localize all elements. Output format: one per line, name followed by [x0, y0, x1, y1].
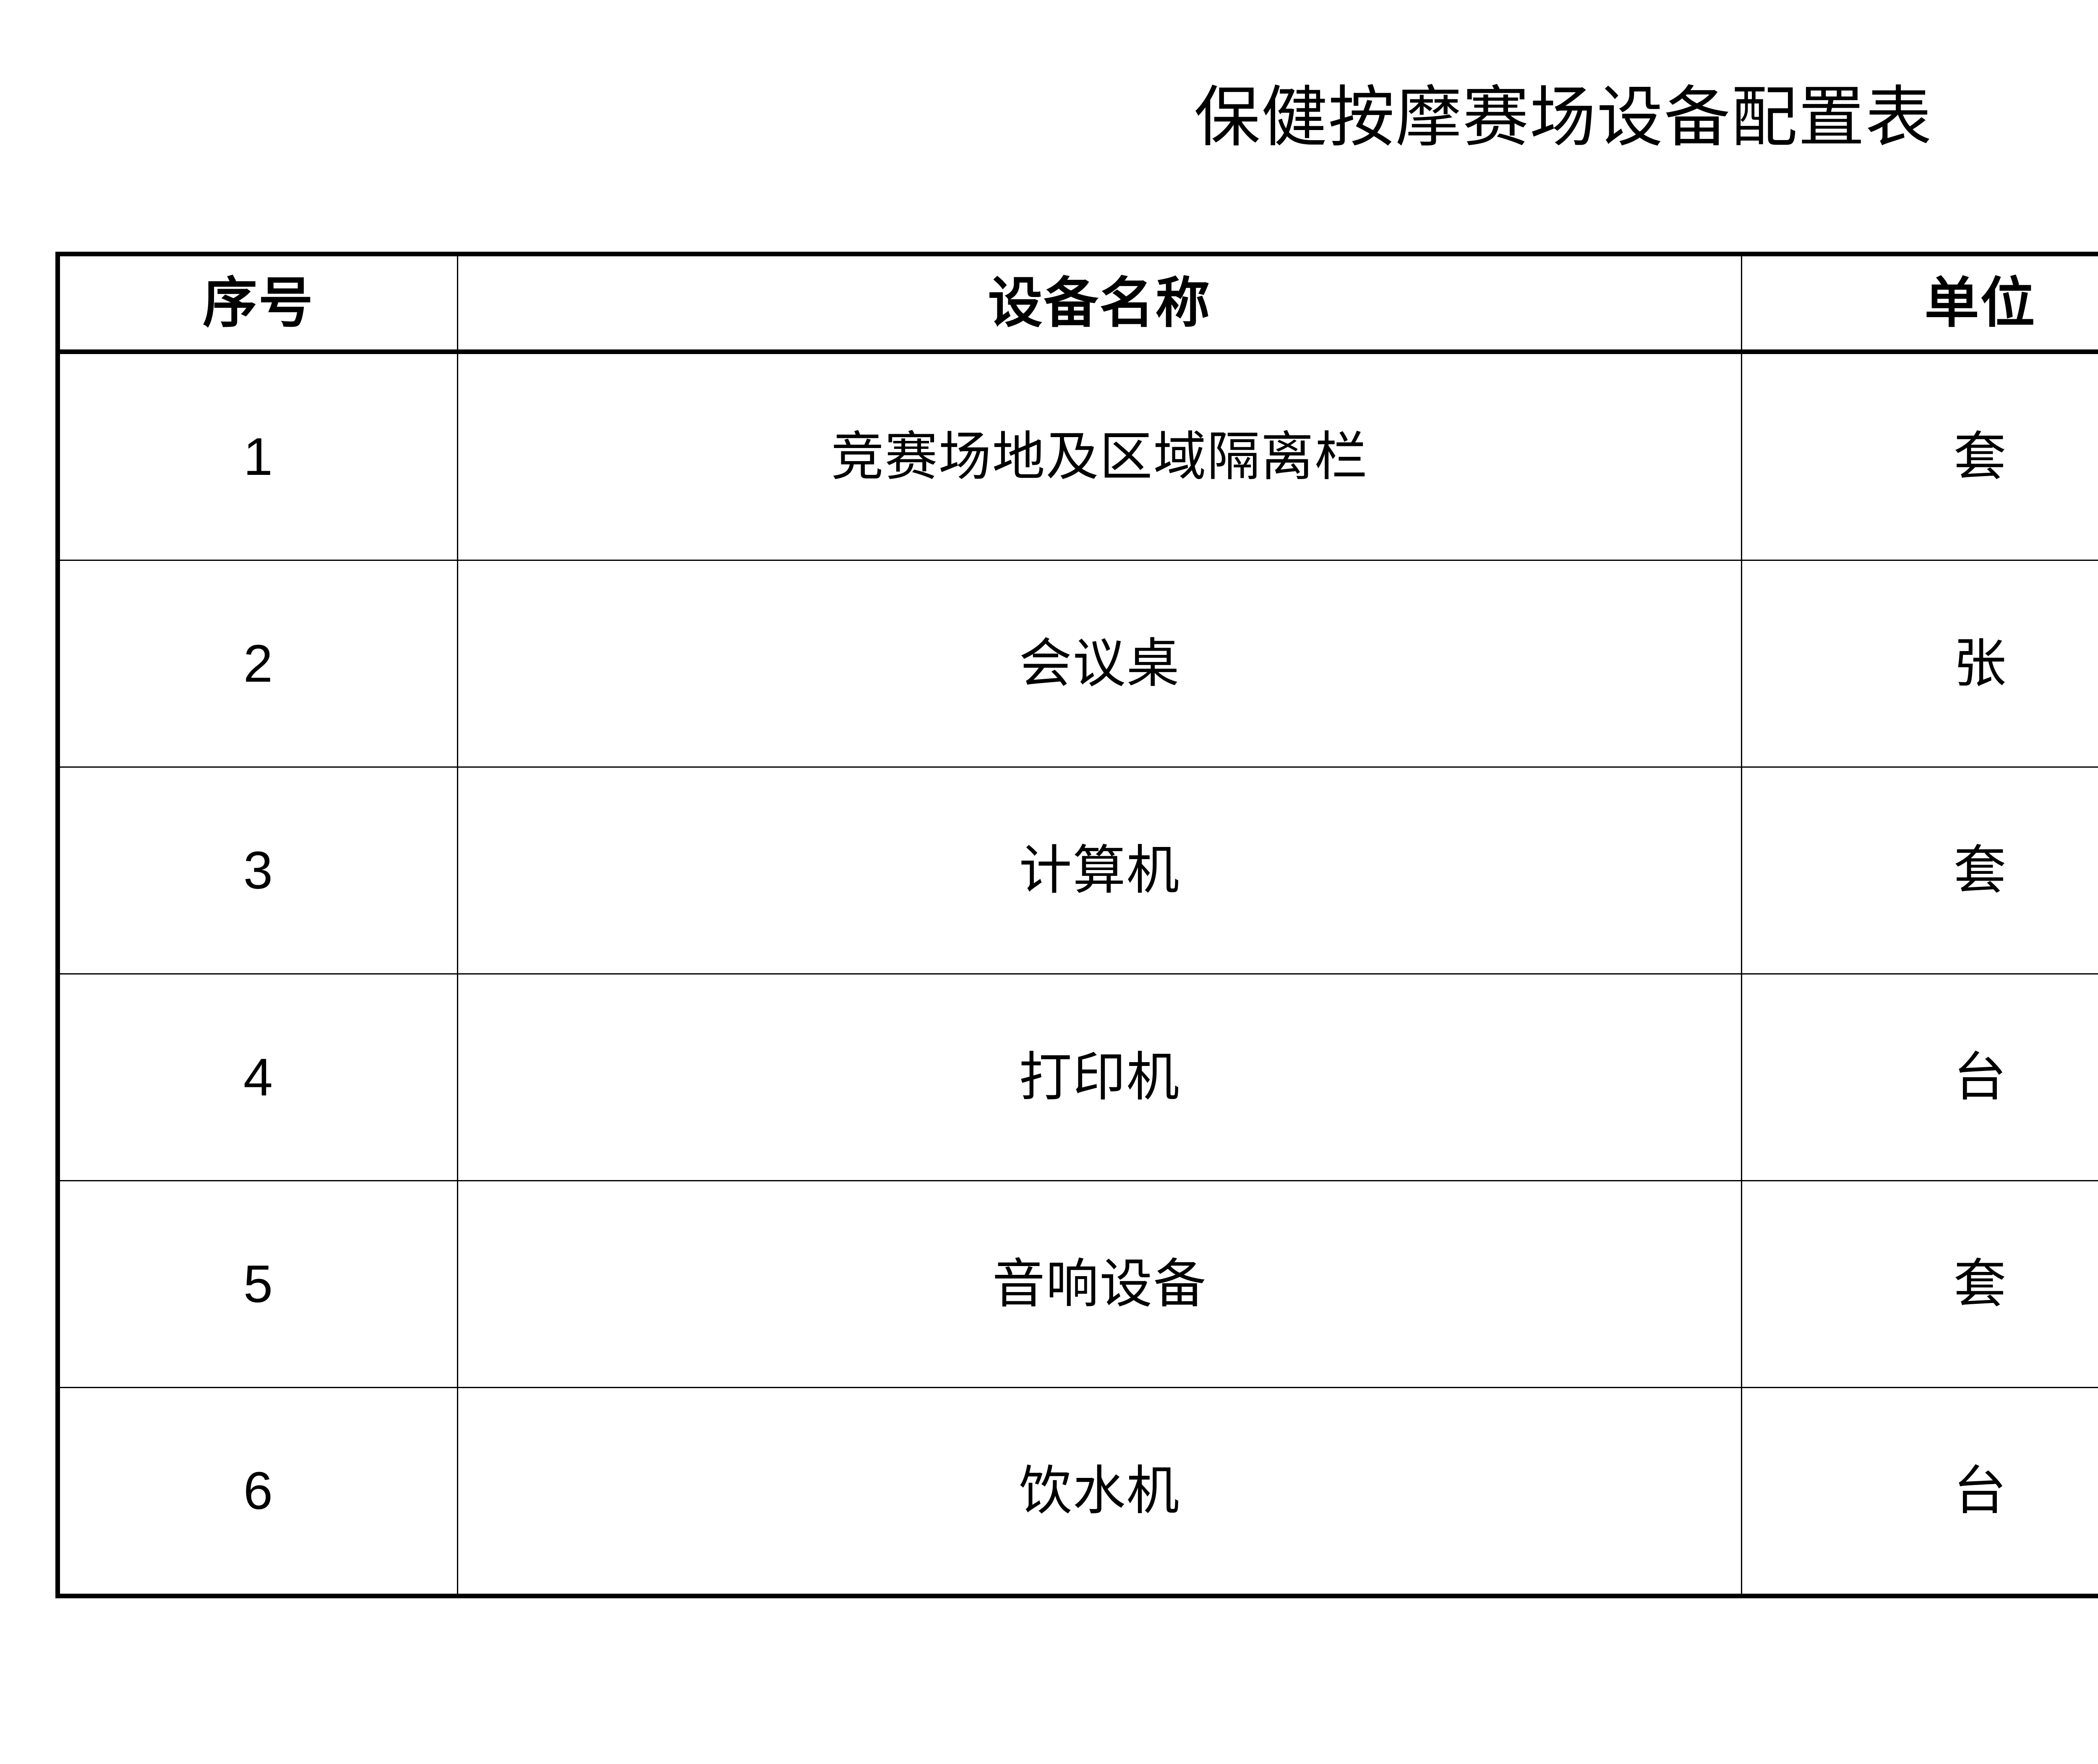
cell-seq: 6 [55, 1387, 458, 1598]
table-row: 6 饮水机 台 1 [55, 1387, 2098, 1598]
table-row: 3 计算机 套 1 [55, 766, 2098, 974]
column-header-unit: 单位 [1741, 252, 2098, 354]
cell-name: 会议桌 [457, 560, 1742, 768]
cell-name: 打印机 [457, 973, 1742, 1181]
cell-name: 计算机 [457, 766, 1742, 974]
cell-unit: 台 [1741, 1387, 2098, 1598]
cell-unit: 套 [1741, 766, 2098, 974]
cell-name: 音响设备 [457, 1180, 1742, 1388]
cell-seq: 5 [55, 1180, 458, 1388]
table-header-row: 序号 设备名称 单位 数量 备注 [55, 252, 2098, 354]
table-row: 4 打印机 台 1 [55, 973, 2098, 1181]
table-header: 序号 设备名称 单位 数量 备注 [55, 252, 2098, 354]
table-row: 2 会议桌 张 1 [55, 560, 2098, 768]
cell-unit: 套 [1741, 1180, 2098, 1388]
column-header-name: 设备名称 [457, 252, 1742, 354]
cell-seq: 2 [55, 560, 458, 768]
table-body: 1 竞赛场地及区域隔离栏 套 1 2 会议桌 张 1 3 计算机 套 1 [55, 351, 2098, 1598]
cell-seq: 3 [55, 766, 458, 974]
cell-name: 竞赛场地及区域隔离栏 [457, 351, 1742, 561]
cell-seq: 1 [55, 351, 458, 561]
page-title: 保健按摩赛场设备配置表 [1194, 81, 1933, 154]
cell-unit: 张 [1741, 560, 2098, 768]
cell-seq: 4 [55, 973, 458, 1181]
table-row: 1 竞赛场地及区域隔离栏 套 1 [55, 351, 2098, 561]
cell-name: 饮水机 [457, 1387, 1742, 1598]
cell-unit: 台 [1741, 973, 2098, 1181]
table-row: 5 音响设备 套 1 [55, 1180, 2098, 1388]
column-header-seq: 序号 [55, 252, 458, 354]
cell-unit: 套 [1741, 351, 2098, 561]
equipment-configuration-table: 序号 设备名称 单位 数量 备注 1 竞赛场地及区域隔离栏 套 1 2 会议桌 … [55, 252, 2098, 1598]
